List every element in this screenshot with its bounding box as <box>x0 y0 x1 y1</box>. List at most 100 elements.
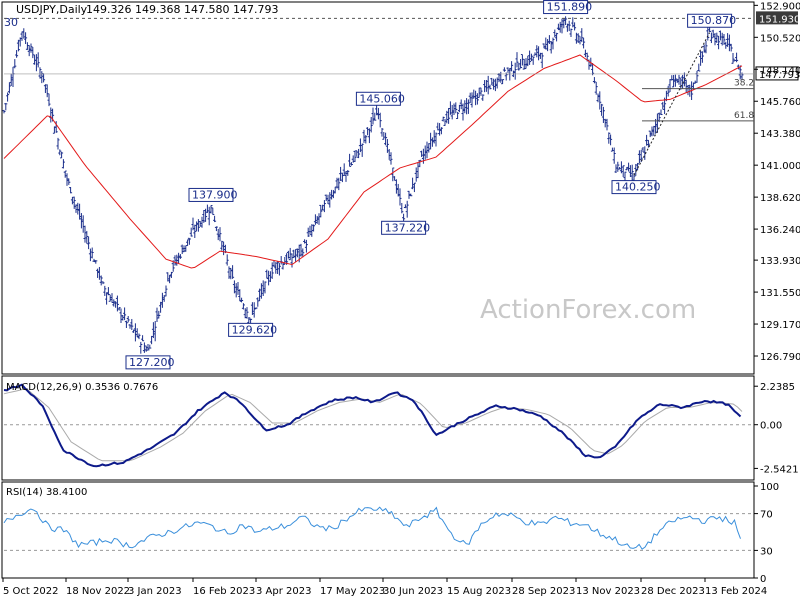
x-axis-tick-label: 5 Oct 2022 <box>3 586 58 597</box>
price-bar <box>227 266 231 279</box>
price-level-label: 127.200 <box>125 355 175 370</box>
price-bar <box>13 59 17 69</box>
watermark: ActionForex.com <box>480 295 696 325</box>
price-level-label-text: 137.220 <box>385 221 431 234</box>
price-bar <box>675 78 679 83</box>
price-bar <box>405 200 409 218</box>
price-bar <box>427 143 431 153</box>
price-bar <box>270 262 274 279</box>
ohlc-readout: 149.326 149.368 147.580 147.793 <box>86 3 278 16</box>
price-bar <box>272 260 276 267</box>
price-bar <box>164 285 168 297</box>
price-bar <box>699 50 703 66</box>
price-bar <box>218 227 222 242</box>
price-axis-tick-label: 141.000 <box>760 161 800 172</box>
x-axis-tick-label: 3 Jan 2023 <box>128 586 182 597</box>
price-bar <box>337 177 341 191</box>
price-bar <box>245 307 249 319</box>
price-bar <box>526 55 530 67</box>
price-bar <box>627 162 631 172</box>
price-bar <box>718 30 722 41</box>
rsi-line <box>3 506 741 550</box>
price-bar <box>598 91 602 110</box>
price-bar <box>461 103 465 121</box>
price-bar <box>441 116 445 122</box>
price-bar <box>322 200 326 213</box>
price-bar <box>236 282 240 295</box>
price-bar <box>209 205 213 214</box>
price-axis-tick-label: 129.170 <box>760 320 800 331</box>
price-bar <box>605 118 609 131</box>
price-bar <box>187 237 191 245</box>
price-bar <box>506 67 510 73</box>
price-level-label-text: 137.900 <box>192 188 238 201</box>
price-bar <box>592 77 596 84</box>
price-level-label-box <box>687 13 733 28</box>
price-axis-tick-label: 145.760 <box>760 97 800 108</box>
price-bar <box>79 213 83 229</box>
price-bar <box>175 254 179 266</box>
price-bar <box>375 104 379 116</box>
price-bar <box>67 178 71 185</box>
price-axis-tick-label: 126.790 <box>760 352 800 363</box>
macd-line <box>3 383 742 468</box>
price-bar <box>177 252 181 264</box>
price-bar <box>443 118 447 126</box>
price-bar <box>299 243 303 257</box>
price-bar <box>670 75 674 81</box>
price-bar <box>537 46 541 61</box>
price-bar <box>313 214 317 225</box>
price-bar <box>414 167 418 182</box>
price-bar <box>335 177 339 189</box>
price-bar <box>61 159 65 169</box>
price-bar <box>288 247 292 261</box>
price-bar <box>569 28 573 38</box>
price-bar <box>261 280 265 296</box>
price-bar <box>101 281 105 285</box>
x-axis-tick-label: 30 Jun 2023 <box>383 586 443 597</box>
price-bar <box>303 239 307 244</box>
price-bar <box>157 310 161 319</box>
price-bar <box>63 170 67 178</box>
price-bar <box>519 59 523 69</box>
price-bar <box>49 107 53 123</box>
price-bar <box>198 220 202 227</box>
price-bar <box>628 165 632 178</box>
price-bar <box>74 204 78 213</box>
price-bar <box>648 130 652 138</box>
price-bar <box>729 43 733 52</box>
price-bar <box>114 301 118 308</box>
price-bar <box>578 36 582 45</box>
price-bar <box>573 22 577 31</box>
price-bar <box>717 35 721 50</box>
resistance-price-tag: 151.930 <box>756 11 800 25</box>
price-bar <box>700 51 704 63</box>
price-bar <box>76 202 80 215</box>
price-bar <box>411 177 415 190</box>
price-bar <box>54 121 58 133</box>
price-bar <box>153 321 157 342</box>
price-bar <box>162 295 166 302</box>
price-bar <box>562 17 566 29</box>
price-bar <box>69 187 73 194</box>
price-bar <box>105 292 109 305</box>
fib-level-label: 61.8 <box>734 111 754 121</box>
price-bar <box>128 324 132 329</box>
price-bar <box>18 37 22 47</box>
price-bar <box>616 161 620 172</box>
price-bar <box>65 173 69 186</box>
price-bar <box>301 248 305 258</box>
price-bar <box>425 141 429 159</box>
price-bar <box>6 92 10 102</box>
price-bar <box>213 215 217 223</box>
price-bar <box>304 239 308 253</box>
rsi-axis-tick-label: 0 <box>760 574 766 585</box>
price-bar <box>81 215 85 233</box>
price-bar <box>735 52 739 63</box>
price-bar <box>448 101 452 115</box>
price-bar <box>636 162 640 171</box>
rsi-axis-tick-label: 70 <box>760 510 773 521</box>
price-axis-tick-label: 152.900 <box>760 1 800 12</box>
price-bar <box>510 61 514 72</box>
price-bar <box>373 112 377 121</box>
